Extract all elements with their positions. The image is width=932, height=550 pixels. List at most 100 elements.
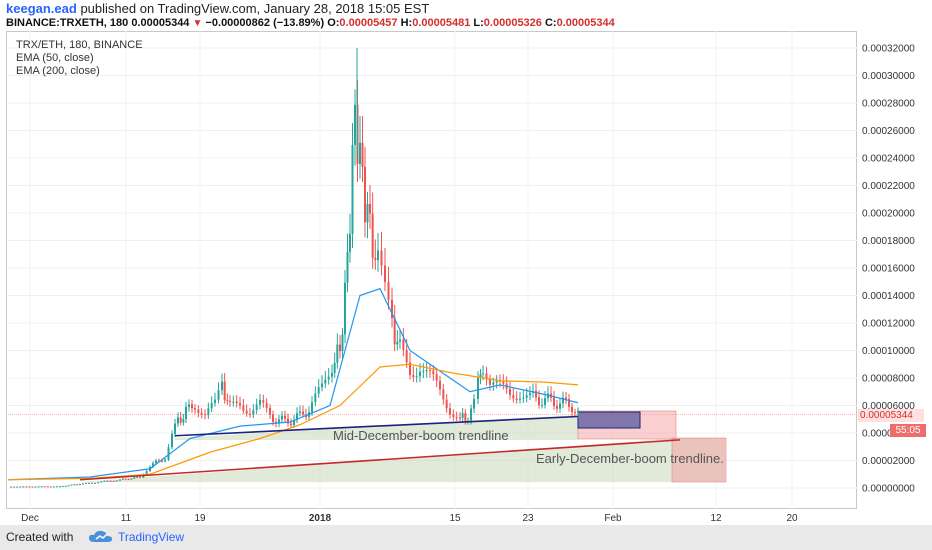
candle-body	[405, 349, 408, 363]
candle-body	[235, 401, 238, 404]
candle-body	[127, 478, 130, 480]
candle-countdown: 55:05	[890, 424, 926, 437]
x-tick-label: Feb	[604, 513, 622, 524]
candle-body	[393, 318, 396, 345]
created-with-text: Created with	[6, 530, 74, 544]
open-value: 0.00005457	[339, 17, 398, 29]
candle-body	[82, 483, 84, 485]
candle-body	[121, 478, 124, 480]
candle-body	[568, 398, 570, 407]
candle-body	[226, 400, 229, 402]
y-tick-label: 0.00020000	[862, 209, 915, 220]
candle-body	[185, 406, 187, 420]
candle-body	[461, 413, 464, 418]
legend-title: TRX/ETH, 180, BINANCE	[16, 39, 143, 51]
candle-body	[361, 142, 364, 167]
candle-body	[155, 460, 157, 464]
candle-body	[346, 251, 349, 283]
candle-body	[479, 374, 482, 378]
footer-bar: Created with TradingView	[0, 525, 932, 550]
chart-pane[interactable]	[6, 31, 857, 509]
candle-body	[272, 414, 274, 422]
candle-body	[515, 398, 518, 401]
candle-body	[327, 376, 330, 380]
published-text: published on TradingView.com, January 28…	[80, 1, 430, 16]
candle-body	[449, 408, 451, 415]
candle-body	[182, 419, 185, 423]
candle-body	[109, 480, 112, 482]
ema200-line	[7, 363, 579, 481]
candle-body	[422, 371, 425, 373]
candle-body	[402, 339, 405, 350]
x-tick-label: 23	[522, 513, 534, 524]
candle-body	[482, 373, 484, 375]
candle-body	[412, 375, 415, 378]
candle-body	[333, 362, 336, 374]
low-value: 0.00005326	[483, 17, 542, 29]
candle-body	[302, 411, 304, 415]
candle-body	[502, 381, 505, 384]
high-value: 0.00005481	[412, 17, 471, 29]
candle-body	[161, 460, 163, 462]
candle-body	[31, 486, 34, 488]
y-tick-label: 0.00016000	[862, 264, 915, 275]
candle-body	[130, 478, 133, 480]
candle-body	[255, 404, 258, 410]
ema50-line	[7, 287, 579, 481]
x-tick-label: 11	[121, 513, 132, 524]
x-tick-label: Dec	[21, 513, 39, 524]
candle-body	[249, 413, 251, 415]
candle-body	[207, 408, 210, 416]
candle-body	[197, 409, 200, 413]
y-tick-label: 0.00004000	[862, 429, 915, 440]
candle-body	[314, 393, 317, 403]
candle-body	[290, 423, 292, 426]
candle-body	[321, 383, 323, 388]
candle-body	[287, 418, 289, 424]
candle-body	[311, 402, 313, 413]
candle-body	[432, 370, 435, 375]
candle-body	[331, 373, 333, 377]
candle-body	[415, 376, 418, 378]
candle-body	[28, 486, 31, 488]
candle-body	[380, 250, 383, 266]
candle-body	[88, 482, 90, 484]
candle-body	[46, 486, 49, 488]
candle-body	[399, 339, 401, 342]
candle-body	[452, 414, 455, 417]
candle-body	[324, 379, 327, 384]
legend-ema50[interactable]: EMA (50, close)	[16, 52, 94, 64]
legend-ema200[interactable]: EMA (200, close)	[16, 65, 100, 77]
candle-body	[281, 415, 283, 420]
candle-body	[115, 480, 118, 482]
candle-body	[565, 397, 567, 399]
candle-body	[464, 413, 467, 421]
y-tick-label: 0.00022000	[862, 181, 915, 192]
candle-body	[232, 401, 235, 403]
tradingview-link[interactable]: TradingView	[118, 530, 185, 544]
last-price: 0.00005344	[131, 17, 190, 29]
candle-body	[562, 397, 564, 404]
x-tick-label: 15	[449, 513, 461, 524]
mid-december-trendline	[174, 415, 579, 437]
candle-body	[61, 485, 64, 487]
candle-body	[171, 434, 173, 448]
candle-body	[425, 370, 428, 372]
last-price-marker: 0.00005344	[858, 409, 924, 422]
candle-body	[439, 380, 441, 390]
candle-body	[553, 397, 555, 406]
price-chart[interactable]: 0.00032000 0.00030000 0.00028000 0.00026000…	[0, 0, 932, 525]
candle-body	[59, 486, 61, 488]
y-tick-label: 0.00024000	[862, 154, 915, 165]
close-value: 0.00005344	[556, 17, 615, 29]
low-label: L:	[473, 17, 484, 29]
candle-body	[489, 379, 491, 385]
candle-body	[221, 381, 223, 391]
candle-body	[344, 282, 346, 335]
y-tick-label: 0.00026000	[862, 126, 915, 137]
candle-body	[538, 397, 540, 406]
author-link[interactable]: keegan.ead	[6, 1, 77, 16]
candle-body	[167, 447, 170, 460]
candle-body	[349, 233, 351, 252]
candle-body	[91, 482, 93, 484]
